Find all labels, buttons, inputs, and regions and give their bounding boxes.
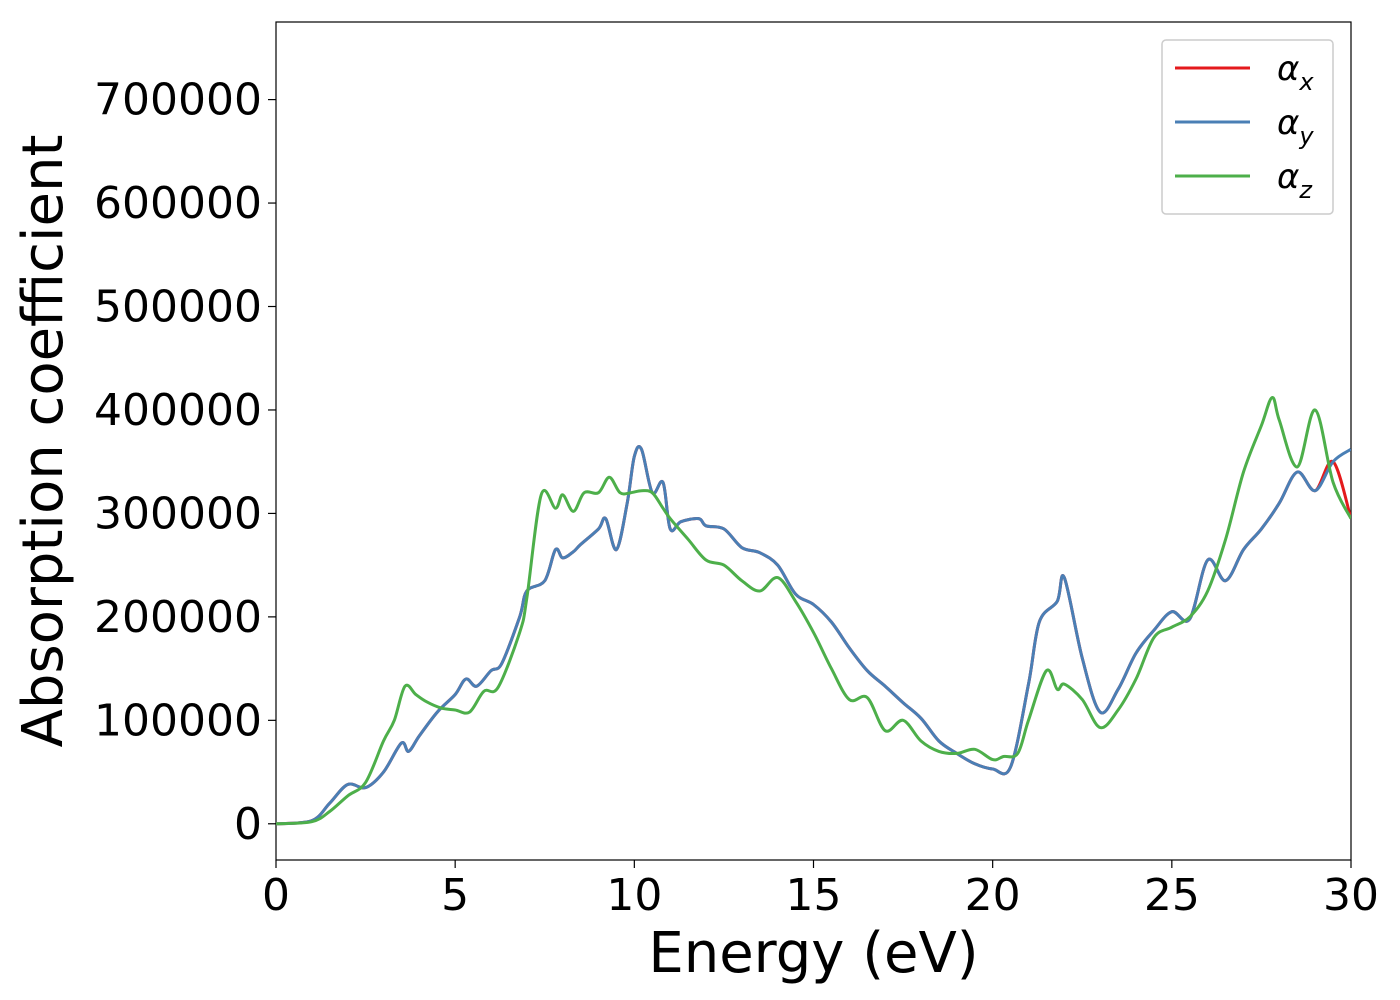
y-tick-label: 100000 <box>94 695 262 746</box>
legend-box <box>1161 39 1334 215</box>
x-tick-label: 5 <box>441 870 469 921</box>
y-tick-label: 700000 <box>94 75 262 126</box>
y-tick-label: 300000 <box>94 488 262 539</box>
y-tick-label: 600000 <box>94 178 262 229</box>
plot-area: 0 5 10 15 20 25 30 0 100000 200000 300000 400000 50… <box>94 21 1379 921</box>
series-line-y <box>276 445 1351 826</box>
series-layer <box>276 396 1351 826</box>
y-tick-label: 400000 <box>94 385 262 436</box>
x-tick-label: 25 <box>1144 870 1200 921</box>
y-tick-label: 0 <box>234 799 262 850</box>
x-tick-label: 10 <box>606 870 662 921</box>
x-tick-label: 30 <box>1323 870 1379 921</box>
legend-label-y: αy <box>1277 103 1314 150</box>
y-axis-ticks: 0 100000 200000 300000 400000 500000 600000 700… <box>94 75 276 850</box>
y-tick-label: 200000 <box>94 592 262 643</box>
legend-items: αx αy αz <box>1175 49 1314 204</box>
x-tick-label: 20 <box>965 870 1021 921</box>
x-tick-label: 15 <box>786 870 842 921</box>
y-axis-title: Absorption coefficient <box>11 135 76 748</box>
legend: αx αy αz <box>1161 39 1334 215</box>
series-line-z <box>276 396 1351 826</box>
legend-label-z: αz <box>1277 157 1313 204</box>
legend-label-x: αx <box>1277 49 1314 96</box>
x-tick-label: 0 <box>262 870 290 921</box>
y-tick-label: 500000 <box>94 282 262 333</box>
x-axis-title: Energy (eV) <box>648 921 978 986</box>
x-axis-ticks: 0 5 10 15 20 25 30 <box>262 860 1379 921</box>
